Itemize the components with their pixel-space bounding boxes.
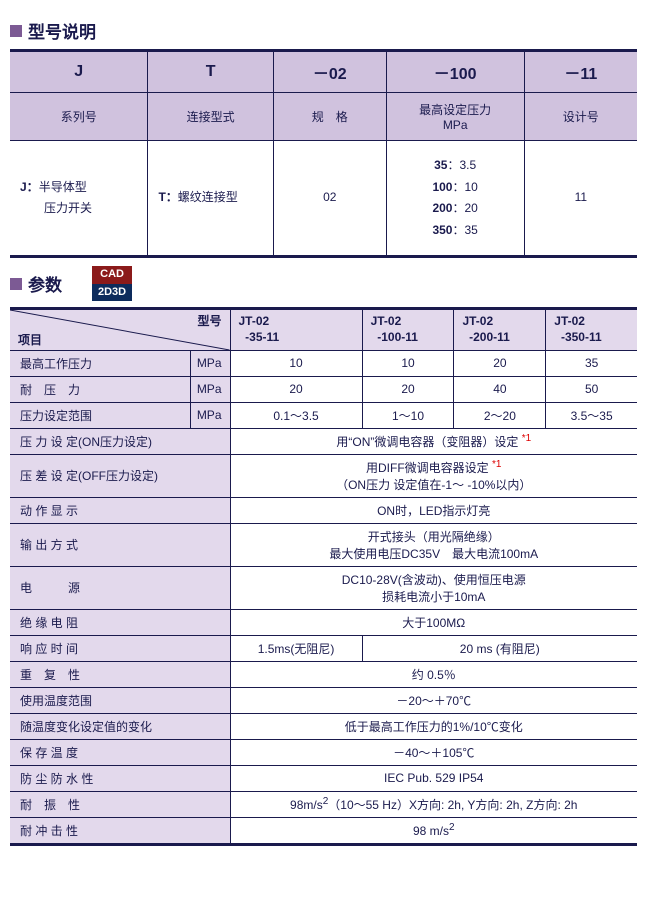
param-row: 响 应 时 间1.5ms(无阻尼)20 ms (有阻尼): [10, 635, 637, 661]
param-row: 绝 缘 电 阻大于100MΩ: [10, 609, 637, 635]
param-row: 输 出 方 式开式接头（用光隔绝缘）最大使用电压DC35V 最大电流100mA: [10, 523, 637, 566]
param-value: －40～＋105℃: [230, 739, 637, 765]
param-value: 50: [546, 376, 637, 402]
param-value: 2～20: [454, 402, 546, 428]
param-model-head: JT-02 -100-11: [362, 308, 454, 350]
param-row: 防 尘 防 水 性IEC Pub. 529 IP54: [10, 765, 637, 791]
t1-header-cell: －02: [273, 51, 386, 93]
param-row: 耐 冲 击 性98 m/s2: [10, 817, 637, 844]
t1-body-cell: 11: [524, 141, 637, 257]
param-value: 20: [362, 376, 454, 402]
param-label: 压 差 设 定(OFF压力设定): [10, 454, 230, 497]
param-value: 用DIFF微调电容器设定 *1（ON压力 设定值在-1～ -10%以内）: [230, 454, 637, 497]
param-label: 使用温度范围: [10, 687, 230, 713]
param-value: 98 m/s2: [230, 817, 637, 844]
param-value: 用“ON”微调电容器（变阻器）设定 *1: [230, 428, 637, 454]
param-value: 10: [362, 350, 454, 376]
t1-subhead-cell: 系列号: [10, 93, 148, 141]
param-label: 电 源: [10, 566, 230, 609]
param-value: ON时，LED指示灯亮: [230, 497, 637, 523]
parameters-table: 型号 项目 JT-02 -35-11JT-02 -100-11JT-02 -20…: [10, 307, 637, 846]
t1-body-cell: T：螺纹连接型: [148, 141, 273, 257]
param-value: 35: [546, 350, 637, 376]
param-label: 压 力 设 定(ON压力设定): [10, 428, 230, 454]
t1-header-cell: J: [10, 51, 148, 93]
t1-subhead-cell: 最高设定压力MPa: [386, 93, 524, 141]
model-description-table: JT－02－100－11 系列号连接型式规 格最高设定压力MPa设计号 J：半导…: [10, 49, 637, 258]
param-value: 0.1～3.5: [230, 402, 362, 428]
param-row: 使用温度范围－20～＋70℃: [10, 687, 637, 713]
t1-subhead-cell: 连接型式: [148, 93, 273, 141]
section-bullet: [10, 278, 22, 290]
param-value: 大于100MΩ: [230, 609, 637, 635]
t1-subhead-cell: 设计号: [524, 93, 637, 141]
param-label: 压力设定范围: [10, 402, 190, 428]
param-row: 重 复 性约 0.5％: [10, 661, 637, 687]
section-header-model: 型号说明: [10, 18, 637, 43]
param-value: 20: [230, 376, 362, 402]
section-header-params: 参数 CAD 2D3D: [10, 266, 637, 300]
param-value: 10: [230, 350, 362, 376]
param-row: 压 差 设 定(OFF压力设定)用DIFF微调电容器设定 *1（ON压力 设定值…: [10, 454, 637, 497]
param-value: 20: [454, 350, 546, 376]
param-row: 耐 压 力MPa20204050: [10, 376, 637, 402]
cad-bottom: 2D3D: [92, 284, 132, 301]
param-row: 电 源DC10-28V(含波动)、使用恒压电源损耗电流小于10mA: [10, 566, 637, 609]
param-label: 随温度变化设定值的变化: [10, 713, 230, 739]
param-value: 约 0.5％: [230, 661, 637, 687]
cad-top: CAD: [100, 268, 124, 280]
param-value: 低于最高工作压力的1%/10℃变化: [230, 713, 637, 739]
param-label: 最高工作压力: [10, 350, 190, 376]
param-value: IEC Pub. 529 IP54: [230, 765, 637, 791]
head-item-label: 项目: [18, 331, 42, 348]
param-row: 保 存 温 度－40～＋105℃: [10, 739, 637, 765]
param-value: 1～10: [362, 402, 454, 428]
param-label: 耐 冲 击 性: [10, 817, 230, 844]
param-label: 保 存 温 度: [10, 739, 230, 765]
section-title: 参数: [28, 271, 62, 296]
param-label: 输 出 方 式: [10, 523, 230, 566]
param-row: 随温度变化设定值的变化低于最高工作压力的1%/10℃变化: [10, 713, 637, 739]
param-label: 响 应 时 间: [10, 635, 230, 661]
param-unit: MPa: [190, 376, 230, 402]
param-value: DC10-28V(含波动)、使用恒压电源损耗电流小于10mA: [230, 566, 637, 609]
param-value: 开式接头（用光隔绝缘）最大使用电压DC35V 最大电流100mA: [230, 523, 637, 566]
param-label: 绝 缘 电 阻: [10, 609, 230, 635]
param-row: 动 作 显 示ON时，LED指示灯亮: [10, 497, 637, 523]
param-value: 98m/s2（10～55 Hz）X方向: 2h, Y方向: 2h, Z方向: 2…: [230, 791, 637, 817]
param-unit: MPa: [190, 402, 230, 428]
t1-header-cell: －100: [386, 51, 524, 93]
param-value: －20～＋70℃: [230, 687, 637, 713]
param-value: 20 ms (有阻尼): [362, 635, 637, 661]
param-row: 压力设定范围MPa0.1～3.51～102～203.5～35: [10, 402, 637, 428]
param-model-head: JT-02 -200-11: [454, 308, 546, 350]
section-title: 型号说明: [28, 18, 96, 43]
param-unit: MPa: [190, 350, 230, 376]
param-row: 最高工作压力MPa10102035: [10, 350, 637, 376]
param-label: 耐 振 性: [10, 791, 230, 817]
param-model-head: JT-02 -350-11: [546, 308, 637, 350]
param-label: 动 作 显 示: [10, 497, 230, 523]
param-row: 压 力 设 定(ON压力设定)用“ON”微调电容器（变阻器）设定 *1: [10, 428, 637, 454]
param-label: 防 尘 防 水 性: [10, 765, 230, 791]
param-value: 40: [454, 376, 546, 402]
section-bullet: [10, 25, 22, 37]
param-value: 3.5～35: [546, 402, 637, 428]
t1-header-cell: T: [148, 51, 273, 93]
cad-badge: CAD 2D3D: [92, 266, 132, 300]
t1-header-cell: －11: [524, 51, 637, 93]
t1-subhead-cell: 规 格: [273, 93, 386, 141]
param-row: 耐 振 性98m/s2（10～55 Hz）X方向: 2h, Y方向: 2h, Z…: [10, 791, 637, 817]
param-label: 重 复 性: [10, 661, 230, 687]
t1-body-cell: 02: [273, 141, 386, 257]
param-value: 1.5ms(无阻尼): [230, 635, 362, 661]
param-model-head: JT-02 -35-11: [230, 308, 362, 350]
head-diag-cell: 型号 项目: [10, 308, 230, 350]
param-label: 耐 压 力: [10, 376, 190, 402]
t1-body-cell: J：半导体型 压力开关: [10, 141, 148, 257]
head-model-label: 型号: [197, 312, 221, 329]
t1-body-cell: 35：3.5100：10200：20350：35: [386, 141, 524, 257]
